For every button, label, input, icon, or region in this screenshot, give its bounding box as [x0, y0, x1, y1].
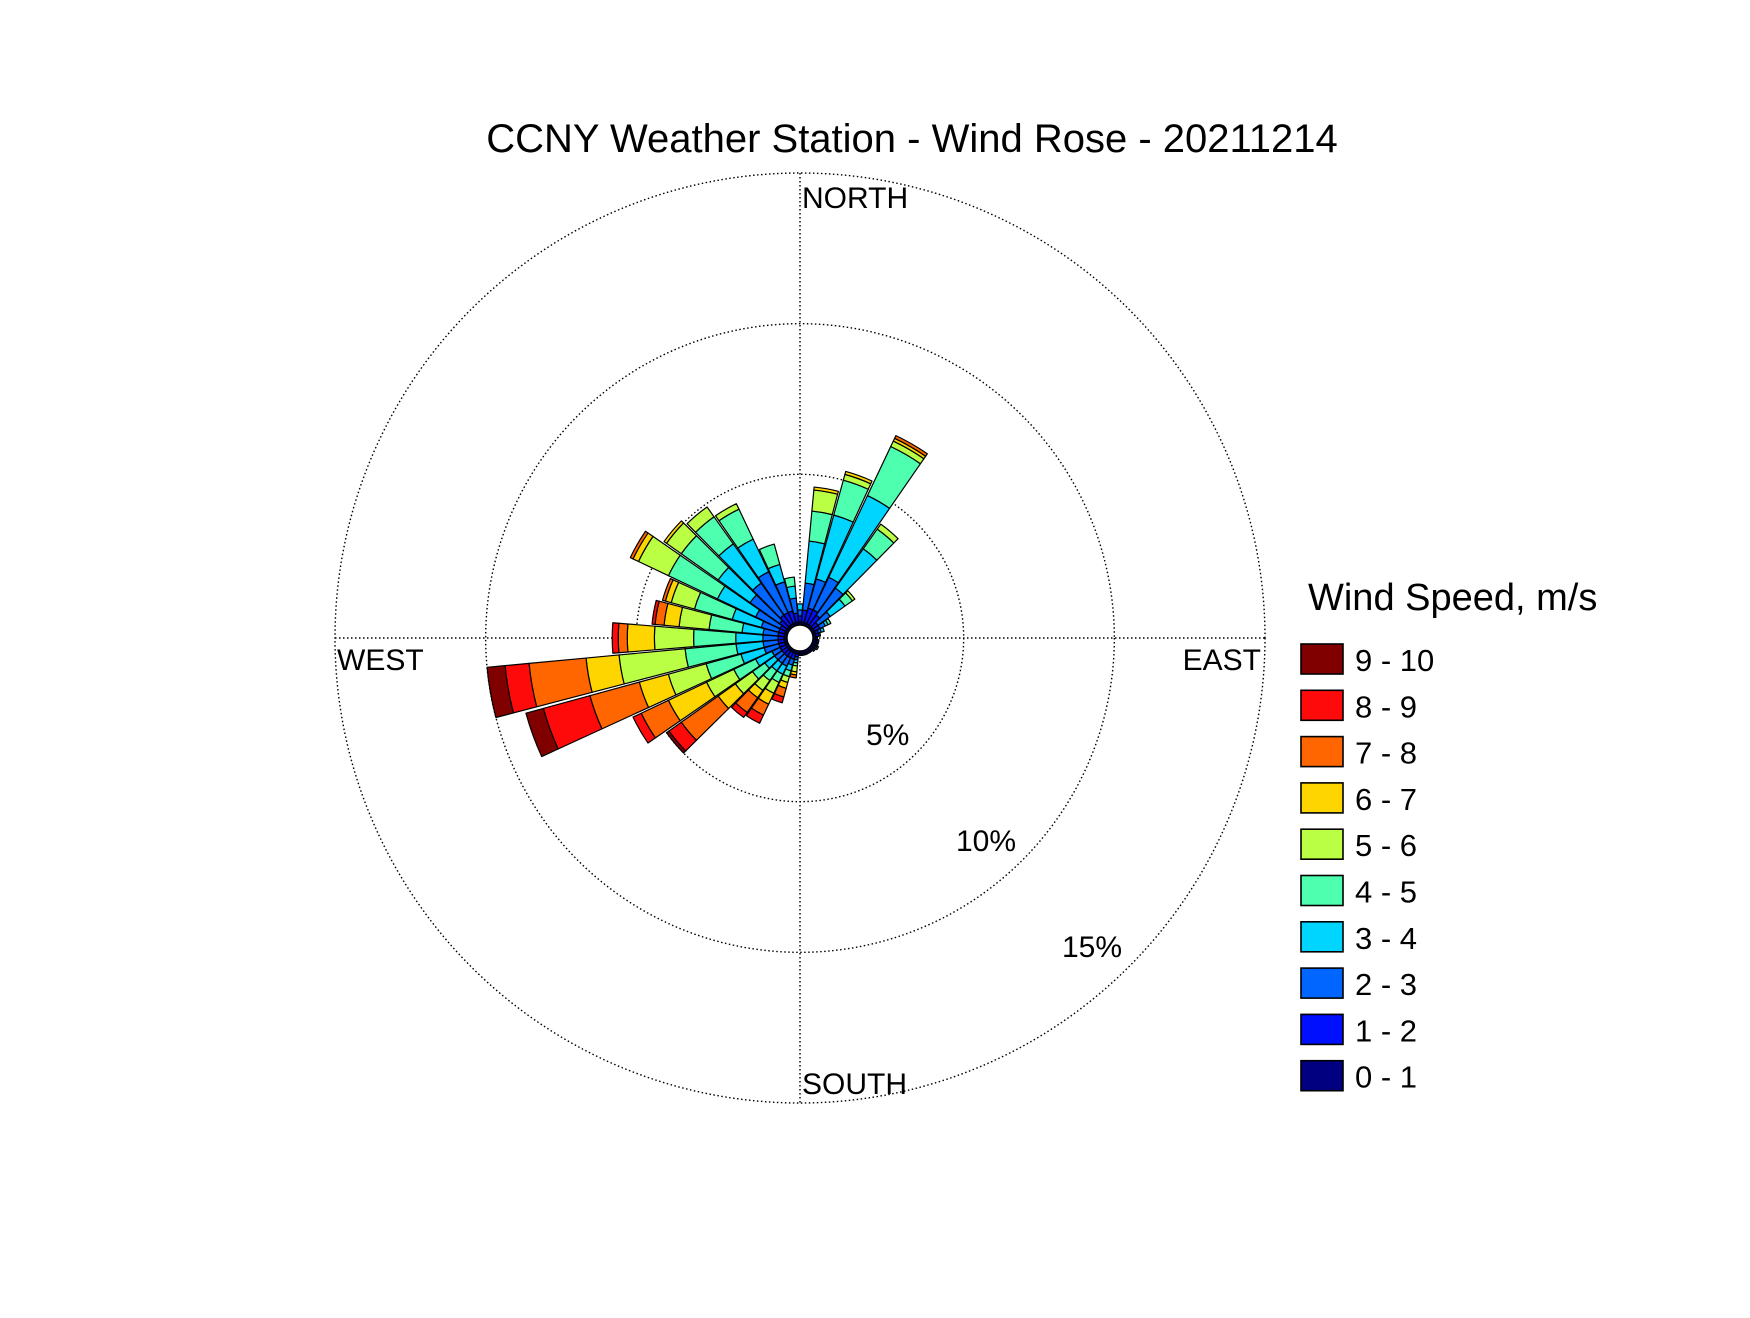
legend-label-6: 3 - 4	[1355, 921, 1417, 956]
wind-sector-80-bin-2	[817, 632, 822, 637]
wind-sector-0-bin-2	[797, 609, 803, 617]
legend: Wind Speed, m/s 9 - 10 8 - 9 7 - 8 6 - 7 5 -…	[1300, 577, 1597, 1095]
legend-swatch-6	[1300, 920, 1344, 953]
direction-label-north: NORTH	[802, 182, 908, 215]
legend-swatch-5	[1300, 874, 1344, 907]
grid-ring-10	[484, 322, 1116, 954]
legend-label-4: 5 - 6	[1355, 828, 1417, 863]
direction-label-south: SOUTH	[802, 1068, 907, 1101]
wind-sector-240-bin-8	[632, 712, 657, 744]
legend-title: Wind Speed, m/s	[1308, 577, 1597, 619]
wind-sector-250-bin-9	[525, 707, 559, 758]
wind-sector-300-bin-7	[629, 530, 649, 560]
direction-label-west: WEST	[337, 644, 424, 677]
direction-label-east: EAST	[1183, 644, 1261, 677]
wind-sector-30-bin-7	[893, 435, 928, 457]
wind-sector-120-bin-3	[815, 645, 820, 651]
legend-swatch-9	[1300, 1059, 1344, 1092]
legend-swatch-1	[1300, 689, 1344, 722]
legend-swatch-7	[1300, 967, 1344, 999]
legend-swatch-0	[1300, 643, 1344, 675]
wind-sector-210-bin-8	[745, 707, 765, 724]
wind-sectors	[486, 435, 928, 758]
center-hub	[786, 624, 814, 652]
wind-sector-230-bin-9	[665, 730, 687, 754]
wind-sector-20-bin-6	[844, 470, 873, 485]
legend-label-0: 9 - 10	[1355, 643, 1434, 678]
wind-sector-0-bin-1	[797, 615, 803, 623]
wind-sector-50-bin-5	[845, 590, 856, 602]
legend-label-3: 6 - 7	[1355, 782, 1417, 817]
legend-swatch-3	[1300, 782, 1344, 814]
wind-sector-60-bin-4	[824, 618, 832, 626]
wind-sector-330-bin-5	[714, 503, 740, 522]
wind-sector-270-bin-8	[611, 622, 620, 654]
wind-sector-190-bin-7	[789, 673, 798, 679]
wind-sector-10-bin-6	[813, 486, 839, 495]
wind-sector-320-bin-5	[686, 506, 715, 533]
wind-sector-270-bin-6	[626, 623, 656, 653]
legend-swatch-2	[1300, 735, 1344, 768]
wind-sector-280-bin-8	[651, 599, 660, 626]
legend-label-7: 2 - 3	[1355, 967, 1417, 1002]
legend-swatch-8	[1300, 1013, 1344, 1046]
radial-label-5: 5%	[866, 719, 909, 752]
radial-label-10: 10%	[956, 825, 1016, 858]
wind-sector-260-bin-6	[585, 654, 625, 693]
legend-label-5: 4 - 5	[1355, 875, 1417, 910]
wind-sector-220-bin-8	[730, 702, 748, 719]
legend-label-2: 7 - 8	[1355, 736, 1417, 771]
wind-sector-270-bin-7	[617, 622, 629, 654]
legend-label-9: 0 - 1	[1355, 1060, 1417, 1095]
wind-sector-340-bin-4	[758, 543, 781, 570]
wind-sector-260-bin-9	[486, 665, 514, 719]
wind-sector-290-bin-7	[661, 577, 674, 602]
wind-sector-70-bin-3	[819, 626, 825, 633]
radial-label-15: 15%	[1062, 931, 1122, 964]
legend-label-8: 1 - 2	[1355, 1013, 1417, 1048]
legend-swatch-4	[1300, 828, 1344, 861]
wind-sector-310-bin-6	[663, 520, 685, 544]
wind-sector-0-bin-3	[796, 603, 804, 611]
chart-title: CCNY Weather Station - Wind Rose - 20211…	[486, 117, 1338, 161]
wind-sector-200-bin-8	[771, 693, 785, 704]
wind-sector-350-bin-4	[783, 576, 796, 589]
wind-sector-270-bin-5	[653, 625, 695, 651]
wind-sector-40-bin-5	[876, 523, 899, 544]
legend-label-1: 8 - 9	[1355, 689, 1417, 724]
wind-sector-130-bin-2	[811, 647, 817, 652]
